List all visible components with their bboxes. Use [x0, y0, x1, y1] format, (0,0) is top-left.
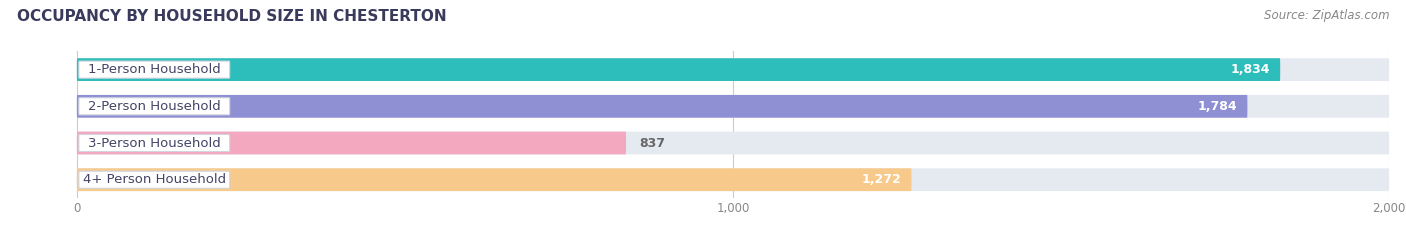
- FancyBboxPatch shape: [79, 134, 229, 151]
- FancyBboxPatch shape: [77, 95, 1389, 118]
- FancyBboxPatch shape: [77, 168, 911, 191]
- FancyBboxPatch shape: [77, 168, 1389, 191]
- Text: 4+ Person Household: 4+ Person Household: [83, 173, 226, 186]
- FancyBboxPatch shape: [79, 98, 229, 115]
- Text: 1,272: 1,272: [862, 173, 901, 186]
- FancyBboxPatch shape: [77, 132, 1389, 154]
- Text: 1,834: 1,834: [1230, 63, 1271, 76]
- Text: 1-Person Household: 1-Person Household: [89, 63, 221, 76]
- Text: 2-Person Household: 2-Person Household: [89, 100, 221, 113]
- FancyBboxPatch shape: [77, 132, 626, 154]
- Text: Source: ZipAtlas.com: Source: ZipAtlas.com: [1264, 9, 1389, 22]
- FancyBboxPatch shape: [79, 61, 229, 78]
- Text: 1,784: 1,784: [1198, 100, 1237, 113]
- Text: 3-Person Household: 3-Person Household: [89, 137, 221, 150]
- Text: 837: 837: [640, 137, 665, 150]
- FancyBboxPatch shape: [77, 58, 1281, 81]
- FancyBboxPatch shape: [77, 95, 1247, 118]
- FancyBboxPatch shape: [79, 171, 229, 188]
- Text: OCCUPANCY BY HOUSEHOLD SIZE IN CHESTERTON: OCCUPANCY BY HOUSEHOLD SIZE IN CHESTERTO…: [17, 9, 447, 24]
- FancyBboxPatch shape: [77, 58, 1389, 81]
